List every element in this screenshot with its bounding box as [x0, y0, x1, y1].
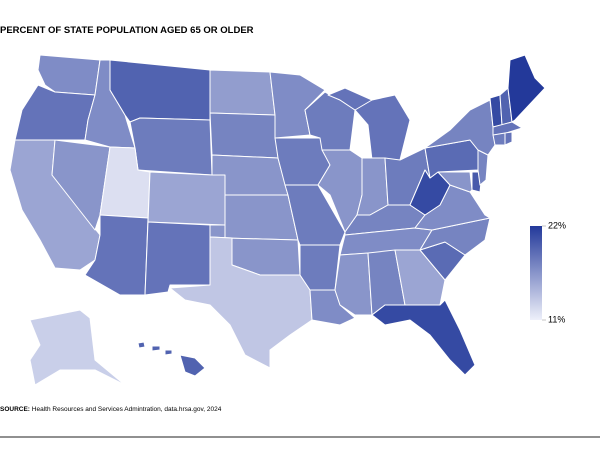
- state: [137, 341, 206, 377]
- state: [477, 149, 489, 186]
- state: [224, 194, 299, 241]
- state: [507, 54, 546, 123]
- state: [492, 132, 506, 146]
- map-title: PERCENT OF STATE POPULATION AGED 65 OR O…: [0, 25, 254, 36]
- state: [334, 252, 373, 316]
- state: [109, 59, 211, 123]
- states: [9, 54, 546, 386]
- state: [129, 117, 213, 176]
- legend-label: 11%: [548, 314, 565, 324]
- state: [394, 249, 446, 306]
- legend-scale: [530, 226, 542, 320]
- state: [209, 69, 276, 116]
- state: [492, 121, 523, 136]
- source: SOURCE: Health Resources and Services Ad…: [0, 406, 222, 413]
- state: [371, 299, 476, 376]
- state: [356, 157, 389, 216]
- source-text: Health Resources and Services Admintrati…: [32, 406, 222, 413]
- legend-label: 22%: [548, 220, 566, 230]
- state: [437, 171, 473, 193]
- state: [51, 139, 111, 231]
- source-label: SOURCE:: [0, 406, 30, 413]
- state: [327, 87, 411, 161]
- state: [169, 236, 313, 369]
- state: [299, 244, 341, 291]
- state: [147, 171, 226, 226]
- state: [144, 221, 211, 296]
- state: [209, 112, 279, 159]
- state: [504, 131, 513, 146]
- state: [29, 309, 126, 386]
